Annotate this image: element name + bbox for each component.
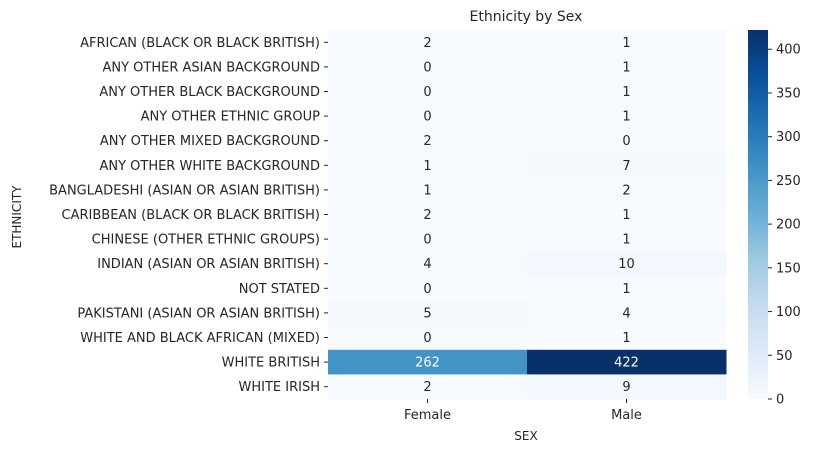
heatmap-cell — [328, 177, 528, 203]
heatmap-cell — [527, 374, 727, 400]
cell-value-label: 0 — [423, 282, 431, 297]
heatmap-cell — [527, 300, 727, 326]
y-tick-label: ANY OTHER WHITE BACKGROUND — [99, 159, 320, 174]
cell-value-label: 7 — [622, 159, 630, 174]
y-tick-label: WHITE BRITISH — [222, 356, 320, 371]
heatmap-cell — [328, 251, 528, 277]
cell-value-label: 2 — [423, 36, 431, 51]
y-tick-label: ANY OTHER MIXED BACKGROUND — [100, 134, 320, 149]
cell-value-label: 1 — [622, 331, 630, 346]
cell-value-label: 0 — [423, 233, 431, 248]
y-tick-label: INDIAN (ASIAN OR ASIAN BRITISH) — [97, 257, 320, 272]
colorbar-ticks: 0 50 100 150 200 250 300 350 400 — [768, 43, 801, 408]
colorbar-tick-label: 100 — [776, 305, 801, 320]
colorbar-tick-label: 50 — [776, 349, 793, 364]
cell-value-label: 2 — [423, 134, 431, 149]
y-tick-label: AFRICAN (BLACK OR BLACK BRITISH) — [80, 36, 320, 51]
y-tick-label: CARIBBEAN (BLACK OR BLACK BRITISH) — [62, 208, 320, 223]
colorbar-tick-label: 400 — [776, 43, 801, 58]
x-axis-label: SEX — [514, 429, 537, 443]
colorbar-tick-label: 0 — [776, 393, 784, 408]
heatmap-cell — [527, 276, 727, 302]
colorbar-tick-label: 200 — [776, 218, 801, 233]
y-tick-label: NOT STATED — [239, 282, 320, 297]
cell-value-label: 1 — [622, 282, 630, 297]
heatmap-cell — [527, 251, 727, 277]
cell-value-label: 9 — [622, 380, 630, 395]
cell-value-label: 1 — [423, 183, 431, 198]
heatmap-cell — [527, 325, 727, 351]
y-tick-label: BANGLADESHI (ASIAN OR ASIAN BRITISH) — [49, 183, 320, 198]
y-axis-ticks: AFRICAN (BLACK OR BLACK BRITISH) ANY OTHE… — [49, 36, 328, 395]
cell-value-label: 2 — [622, 183, 630, 198]
heatmap-cell — [527, 349, 727, 375]
cell-value-label: 1 — [622, 36, 630, 51]
colorbar-tick-label: 250 — [776, 174, 801, 189]
y-tick-label: ANY OTHER ETHNIC GROUP — [141, 110, 321, 125]
cell-value-label: 1 — [622, 60, 630, 75]
heatmap-cell — [527, 103, 727, 129]
heatmap-cell — [328, 128, 528, 154]
colorbar-tick-label: 350 — [776, 86, 801, 101]
heatmap-cell — [527, 128, 727, 154]
x-axis-ticks: Female Male — [404, 399, 642, 423]
cell-value-label: 0 — [423, 110, 431, 125]
cell-value-label: 262 — [415, 356, 440, 371]
heatmap-cell — [328, 374, 528, 400]
y-tick-label: ANY OTHER BLACK BACKGROUND — [99, 85, 320, 100]
chart-title: Ethnicity by Sex — [470, 9, 583, 25]
heatmap-cell — [527, 79, 727, 105]
heatmap-cell — [328, 349, 528, 375]
cell-value-label: 1 — [622, 85, 630, 100]
heatmap-cell — [527, 153, 727, 179]
heatmap-cell — [328, 79, 528, 105]
cell-value-label: 0 — [423, 85, 431, 100]
heatmap-cell — [328, 30, 528, 56]
cell-value-label: 1 — [622, 110, 630, 125]
heatmap-cell — [527, 226, 727, 252]
colorbar-tick-label: 300 — [776, 130, 801, 145]
cell-value-label: 4 — [423, 257, 431, 272]
y-tick-label: CHINESE (OTHER ETHNIC GROUPS) — [92, 233, 320, 248]
y-tick-label: WHITE AND BLACK AFRICAN (MIXED) — [80, 331, 320, 346]
heatmap-cell — [527, 54, 727, 80]
y-tick-label: PAKISTANI (ASIAN OR ASIAN BRITISH) — [77, 306, 320, 321]
colorbar: 0 50 100 150 200 250 300 350 400 — [748, 30, 801, 408]
heatmap-cell — [328, 54, 528, 80]
y-tick-label: WHITE IRISH — [239, 380, 320, 395]
x-tick-label: Female — [404, 408, 451, 423]
heatmap-cell — [328, 325, 528, 351]
cell-value-label: 0 — [423, 331, 431, 346]
cell-value-label: 0 — [423, 60, 431, 75]
heatmap-cell — [527, 30, 727, 56]
heatmap-cell — [328, 300, 528, 326]
cell-value-label: 10 — [618, 257, 635, 272]
cell-value-label: 2 — [423, 380, 431, 395]
cell-value-label: 2 — [423, 208, 431, 223]
y-tick-label: ANY OTHER ASIAN BACKGROUND — [102, 60, 320, 75]
heatmap-cell — [328, 226, 528, 252]
cell-value-label: 422 — [614, 356, 639, 371]
cell-value-label: 5 — [423, 306, 431, 321]
cell-value-label: 4 — [622, 306, 630, 321]
heatmap-cell — [527, 202, 727, 228]
cell-value-label: 1 — [423, 159, 431, 174]
cell-value-label: 1 — [622, 208, 630, 223]
cell-value-label: 0 — [622, 134, 630, 149]
heatmap-cell — [328, 153, 528, 179]
heatmap-cell — [527, 177, 727, 203]
cell-value-label: 1 — [622, 233, 630, 248]
y-axis-label: ETHNICITY — [10, 185, 24, 249]
colorbar-gradient — [748, 30, 768, 399]
heatmap-cell — [328, 202, 528, 228]
x-tick-label: Male — [611, 408, 642, 423]
colorbar-tick-label: 150 — [776, 261, 801, 276]
heatmap-cell — [328, 276, 528, 302]
heatmap-cells — [328, 30, 727, 400]
heatmap-cell — [328, 103, 528, 129]
